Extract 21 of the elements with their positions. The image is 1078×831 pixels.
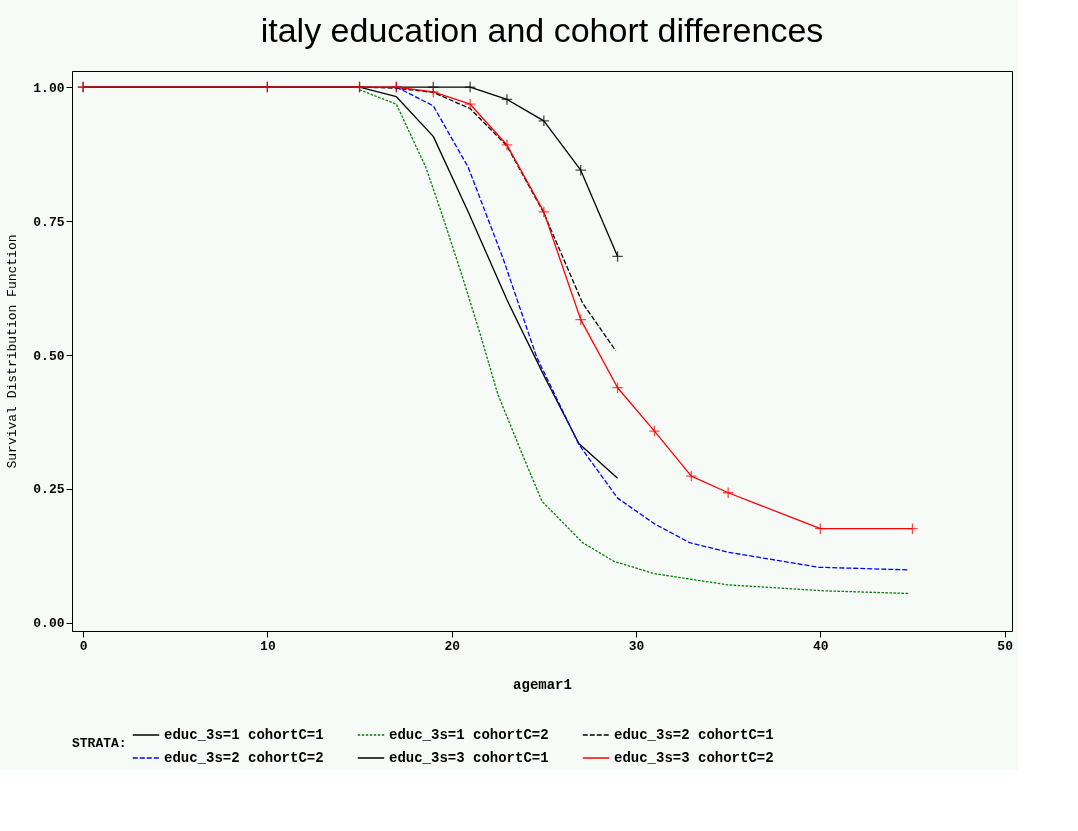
x-tick-label: 0 (79, 638, 88, 654)
legend-label: educ_3s=1 cohortC=2 (389, 727, 549, 743)
y-tick-label: 0.50 (33, 348, 65, 364)
legend-label: educ_3s=3 cohortC=2 (614, 750, 774, 766)
y-tick-label: 0.75 (33, 214, 65, 230)
x-tick-label: 30 (628, 638, 645, 654)
legend-label: educ_3s=2 cohortC=2 (164, 750, 324, 766)
y-axis-title: Survival Distribution Function (5, 234, 21, 469)
x-tick-label: 40 (813, 638, 829, 654)
y-tick-label: 1.00 (33, 80, 65, 96)
legend-title: STRATA: (72, 736, 127, 751)
legend-label: educ_3s=3 cohortC=1 (389, 750, 549, 766)
x-tick-label: 20 (444, 638, 461, 654)
y-tick-label: 0.00 (33, 616, 65, 632)
legend-label: educ_3s=1 cohortC=1 (164, 727, 324, 743)
y-tick-label: 0.25 (33, 482, 65, 498)
x-tick-label: 50 (997, 638, 1014, 654)
legend-label: educ_3s=2 cohortC=1 (614, 727, 774, 743)
chart-title: italy education and cohort differences (260, 11, 824, 49)
x-axis-title: agemar1 (513, 676, 572, 693)
x-tick-label: 10 (260, 638, 276, 654)
